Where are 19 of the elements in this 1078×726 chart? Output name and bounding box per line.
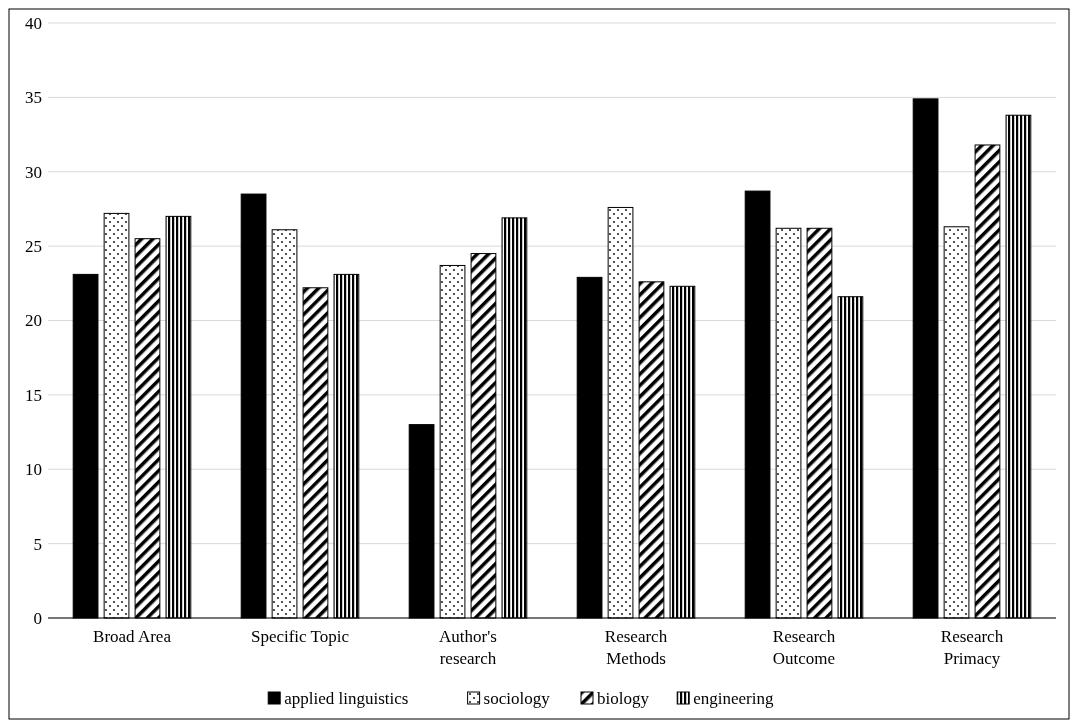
x-tick-label: Research Methods — [604, 627, 668, 668]
legend-label: applied linguistics — [284, 689, 409, 708]
y-tick-label: 35 — [25, 88, 42, 108]
x-tick-label: Broad Area — [93, 627, 172, 646]
y-tick-label: 25 — [25, 237, 42, 257]
x-tick-label: Specific Topic — [250, 627, 350, 646]
y-tick-label: 40 — [25, 13, 42, 33]
y-tick-label: 0 — [33, 608, 42, 628]
y-tick-label: 20 — [25, 311, 42, 331]
y-tick-label: 15 — [25, 385, 42, 405]
y-tick-label: 30 — [25, 162, 42, 182]
legend-label: sociology — [483, 689, 551, 708]
y-tick-label: 10 — [25, 460, 42, 480]
x-tick-label: Research Primacy — [940, 627, 1004, 668]
legend-label: biology — [597, 689, 650, 708]
x-tick-label: Author's research — [439, 627, 497, 668]
legend-label: engineering — [693, 689, 774, 708]
y-tick-label: 5 — [33, 534, 42, 554]
x-tick-label: Research Outcome — [772, 627, 836, 668]
